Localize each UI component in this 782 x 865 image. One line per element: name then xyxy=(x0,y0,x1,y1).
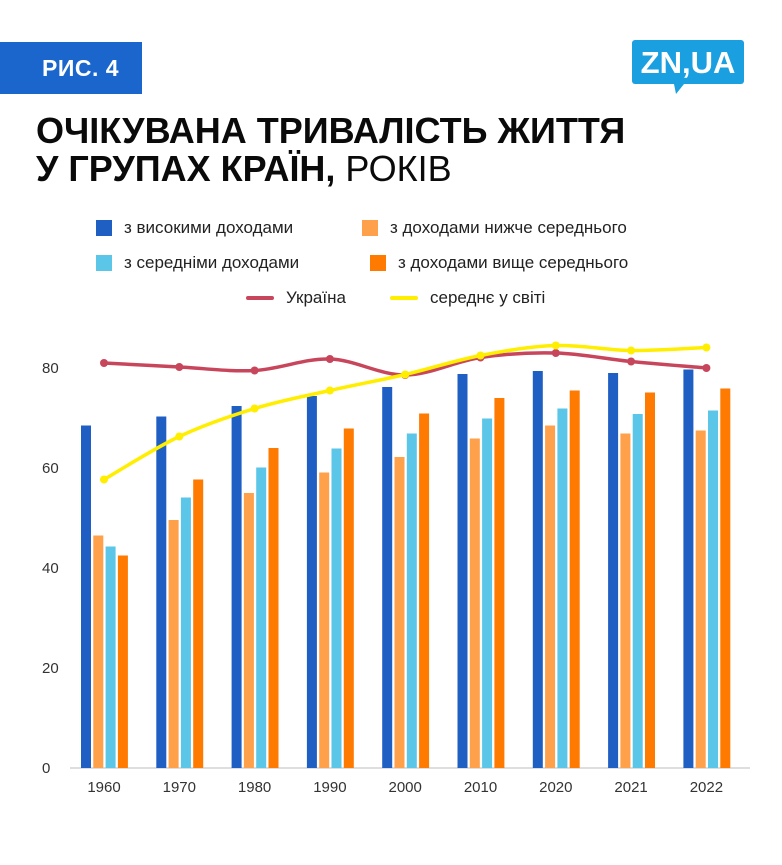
point-ukraine-1990 xyxy=(325,355,334,363)
y-tick-label: 20 xyxy=(42,660,59,677)
legend-line-swatch xyxy=(246,296,274,300)
y-tick-label: 40 xyxy=(42,560,59,577)
point-world-2020 xyxy=(551,341,560,350)
bar-middle-2022 xyxy=(708,410,718,768)
point-ukraine-1980 xyxy=(250,366,259,375)
legend-label: Україна xyxy=(286,288,346,307)
point-world-1970 xyxy=(175,432,184,441)
y-tick-label: 0 xyxy=(42,760,50,777)
legend-swatch xyxy=(96,255,112,271)
title-line-2: У ГРУПАХ КРАЇН, xyxy=(36,148,336,189)
bar-high-1990 xyxy=(306,396,317,768)
x-tick-label: 2021 xyxy=(614,779,647,796)
bar-upper_middle-1980 xyxy=(268,448,279,768)
bar-middle-1980 xyxy=(256,467,267,768)
point-ukraine-1970 xyxy=(175,363,184,371)
bar-upper_middle-2000 xyxy=(419,413,430,768)
x-tick-label: 1980 xyxy=(238,779,271,796)
logo-text: ZN,UA xyxy=(641,45,736,80)
bar-high-2010 xyxy=(457,374,468,768)
bar-middle-2010 xyxy=(482,418,493,768)
bar-lower_middle-2021 xyxy=(620,433,631,768)
bar-high-2020 xyxy=(532,371,543,768)
legend-label: з доходами нижче середнього xyxy=(390,218,627,237)
bar-lower_middle-1970 xyxy=(168,520,179,768)
x-tick-label: 1960 xyxy=(87,779,120,796)
point-ukraine-2020 xyxy=(551,349,560,357)
bar-lower_middle-2010 xyxy=(469,438,480,768)
point-world-2021 xyxy=(627,346,636,355)
bar-middle-2000 xyxy=(406,433,417,768)
point-world-1960 xyxy=(100,475,108,484)
bar-lower_middle-1990 xyxy=(319,472,330,768)
legend-item-lower-middle-income: з доходами нижче середнього xyxy=(362,218,627,238)
legend-label: з середніми доходами xyxy=(124,253,300,272)
legend-label: середнє у світі xyxy=(430,288,546,307)
legend-swatch xyxy=(370,255,386,271)
y-tick-label: 80 xyxy=(42,360,59,377)
legend-label: з високими доходами xyxy=(124,218,294,237)
x-tick-label: 1990 xyxy=(313,779,346,796)
bar-high-2000 xyxy=(382,387,393,768)
chart-title: ОЧІКУВАНА ТРИВАЛІСТЬ ЖИТТЯ У ГРУПАХ КРАЇ… xyxy=(36,112,756,188)
point-world-2010 xyxy=(476,351,485,360)
legend-item-high-income: з високими доходами xyxy=(96,218,293,238)
bar-upper_middle-1990 xyxy=(343,428,354,768)
x-tick-label: 2020 xyxy=(539,779,572,796)
legend-item-ukraine: Україна xyxy=(246,288,346,308)
point-ukraine-1960 xyxy=(100,359,108,367)
bar-high-1980 xyxy=(231,406,242,768)
chart-legend: з високими доходами з доходами нижче сер… xyxy=(0,210,782,320)
point-world-2022 xyxy=(702,343,711,352)
legend-swatch xyxy=(96,220,112,236)
bar-lower_middle-2020 xyxy=(545,425,556,768)
point-ukraine-2021 xyxy=(627,357,636,366)
life-expectancy-chart: 0 20 40 60 80 1960 1970 1980 1990 2000 2010 2020 202… xyxy=(42,341,750,796)
point-world-1990 xyxy=(325,386,334,395)
bar-upper_middle-2021 xyxy=(645,392,655,768)
bar-high-2022 xyxy=(683,369,694,768)
bar-upper_middle-2020 xyxy=(569,390,580,768)
bar-upper_middle-1970 xyxy=(193,479,204,768)
x-tick-label: 2000 xyxy=(389,779,422,796)
bar-middle-1960 xyxy=(105,546,116,768)
bar-upper_middle-2010 xyxy=(494,398,505,768)
point-world-2000 xyxy=(401,370,410,379)
bar-upper_middle-1960 xyxy=(117,555,128,768)
x-tick-label: 2022 xyxy=(690,779,723,796)
bar-high-1970 xyxy=(156,416,167,768)
legend-item-middle-income: з середніми доходами xyxy=(96,253,299,273)
legend-item-upper-middle-income: з доходами вище середнього xyxy=(370,253,628,273)
title-unit: РОКІВ xyxy=(335,148,452,189)
bar-high-1960 xyxy=(81,425,91,768)
legend-line-swatch xyxy=(390,296,418,300)
legend-swatch xyxy=(362,220,378,236)
title-line-1: ОЧІКУВАНА ТРИВАЛІСТЬ ЖИТТЯ xyxy=(36,110,626,151)
bar-upper_middle-2022 xyxy=(720,388,731,768)
point-world-1980 xyxy=(250,404,259,413)
y-tick-label: 60 xyxy=(42,460,59,477)
bar-middle-2020 xyxy=(557,408,568,768)
x-tick-label: 1970 xyxy=(163,779,196,796)
bar-lower_middle-2000 xyxy=(394,457,405,768)
bar-lower_middle-1980 xyxy=(243,493,254,768)
bar-middle-1990 xyxy=(331,448,342,768)
bar-lower_middle-1960 xyxy=(93,535,104,768)
legend-item-world-average: середнє у світі xyxy=(390,288,545,308)
legend-label: з доходами вище середнього xyxy=(398,253,629,272)
zn-ua-logo: ZN,UA xyxy=(632,40,744,94)
bar-middle-2021 xyxy=(632,414,643,768)
figure-label: РИС. 4 xyxy=(42,55,120,81)
bar-lower_middle-2022 xyxy=(695,430,706,768)
bar-high-2021 xyxy=(608,373,619,768)
x-tick-label: 2010 xyxy=(464,779,497,796)
bar-middle-1970 xyxy=(180,497,191,768)
figure-badge: РИС. 4 xyxy=(0,42,142,94)
point-ukraine-2022 xyxy=(702,364,711,372)
